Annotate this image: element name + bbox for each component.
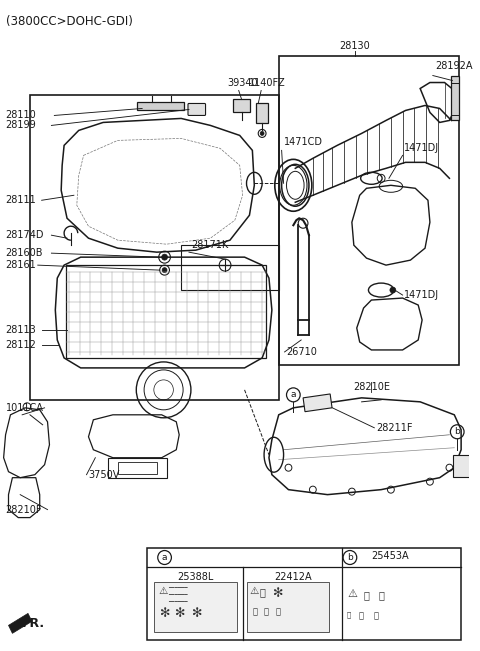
Text: ⚠: ⚠ xyxy=(250,587,259,596)
Polygon shape xyxy=(9,613,32,633)
Text: ⬛: ⬛ xyxy=(276,607,281,616)
Text: ✻: ✻ xyxy=(191,607,202,620)
Text: a: a xyxy=(162,553,168,562)
Bar xyxy=(147,547,461,641)
Circle shape xyxy=(260,132,264,135)
Text: 28171K: 28171K xyxy=(191,240,228,250)
Text: 28160B: 28160B xyxy=(6,248,43,258)
Text: 28174D: 28174D xyxy=(6,230,44,240)
Text: 28161: 28161 xyxy=(6,260,36,270)
Text: b: b xyxy=(347,553,353,562)
Bar xyxy=(66,265,266,358)
Bar xyxy=(108,458,167,478)
Text: 28211F: 28211F xyxy=(376,422,413,433)
Text: 1471DJ: 1471DJ xyxy=(404,290,439,300)
Text: FR.: FR. xyxy=(22,617,45,630)
Text: 28210E: 28210E xyxy=(353,382,390,392)
Text: b: b xyxy=(455,427,460,436)
Text: 28110: 28110 xyxy=(6,111,36,120)
Text: 28112: 28112 xyxy=(6,340,36,350)
Text: 25453A: 25453A xyxy=(372,551,409,561)
Text: ━━━━━━: ━━━━━━ xyxy=(168,587,188,592)
Text: ✻: ✻ xyxy=(159,607,169,620)
Text: 22412A: 22412A xyxy=(275,572,312,583)
Text: ⚠: ⚠ xyxy=(347,589,357,600)
Bar xyxy=(118,462,157,474)
Text: ⬛: ⬛ xyxy=(252,607,257,616)
Text: 1471CD: 1471CD xyxy=(284,137,323,147)
Bar xyxy=(137,102,184,111)
Text: a: a xyxy=(290,391,296,399)
Text: 25388L: 25388L xyxy=(178,572,214,583)
Text: 28113: 28113 xyxy=(6,325,36,335)
Text: (3800CC>DOHC-GDI): (3800CC>DOHC-GDI) xyxy=(6,15,132,27)
Text: ⚠: ⚠ xyxy=(159,587,168,596)
Text: 1140FZ: 1140FZ xyxy=(250,77,286,87)
Text: ━━━━━━: ━━━━━━ xyxy=(168,594,188,598)
Bar xyxy=(30,96,279,400)
Text: 🔋: 🔋 xyxy=(378,590,384,600)
Text: 28210F: 28210F xyxy=(6,505,42,514)
Circle shape xyxy=(162,268,167,273)
Bar xyxy=(154,583,237,632)
Text: 🔥: 🔥 xyxy=(259,587,265,598)
Text: 28199: 28199 xyxy=(6,120,36,130)
Text: 3750V: 3750V xyxy=(88,469,120,480)
Text: 🚗: 🚗 xyxy=(359,611,364,620)
Bar xyxy=(279,55,459,365)
Circle shape xyxy=(390,287,396,293)
Text: ⬛: ⬛ xyxy=(347,611,351,618)
Bar xyxy=(453,455,471,477)
Text: 28130: 28130 xyxy=(339,40,370,51)
Bar xyxy=(451,76,459,120)
Text: 28192A: 28192A xyxy=(435,61,472,70)
Bar xyxy=(256,104,268,124)
Text: ✻: ✻ xyxy=(272,587,282,600)
Bar xyxy=(303,394,332,411)
Bar xyxy=(233,100,251,113)
Text: 📟: 📟 xyxy=(373,611,378,620)
Text: 39340: 39340 xyxy=(227,77,258,87)
Text: ⬛: ⬛ xyxy=(264,607,269,616)
Text: ✻: ✻ xyxy=(174,607,185,620)
Circle shape xyxy=(162,254,168,260)
Text: 26710: 26710 xyxy=(287,347,317,357)
Bar xyxy=(247,583,329,632)
FancyBboxPatch shape xyxy=(188,104,205,115)
Text: 1011CA: 1011CA xyxy=(6,403,44,413)
Text: ━━━━━━: ━━━━━━ xyxy=(168,600,188,605)
Text: 28111: 28111 xyxy=(6,195,36,205)
Text: 🚫: 🚫 xyxy=(363,590,370,600)
Bar xyxy=(181,245,279,290)
Text: 1471DJ: 1471DJ xyxy=(404,143,439,154)
